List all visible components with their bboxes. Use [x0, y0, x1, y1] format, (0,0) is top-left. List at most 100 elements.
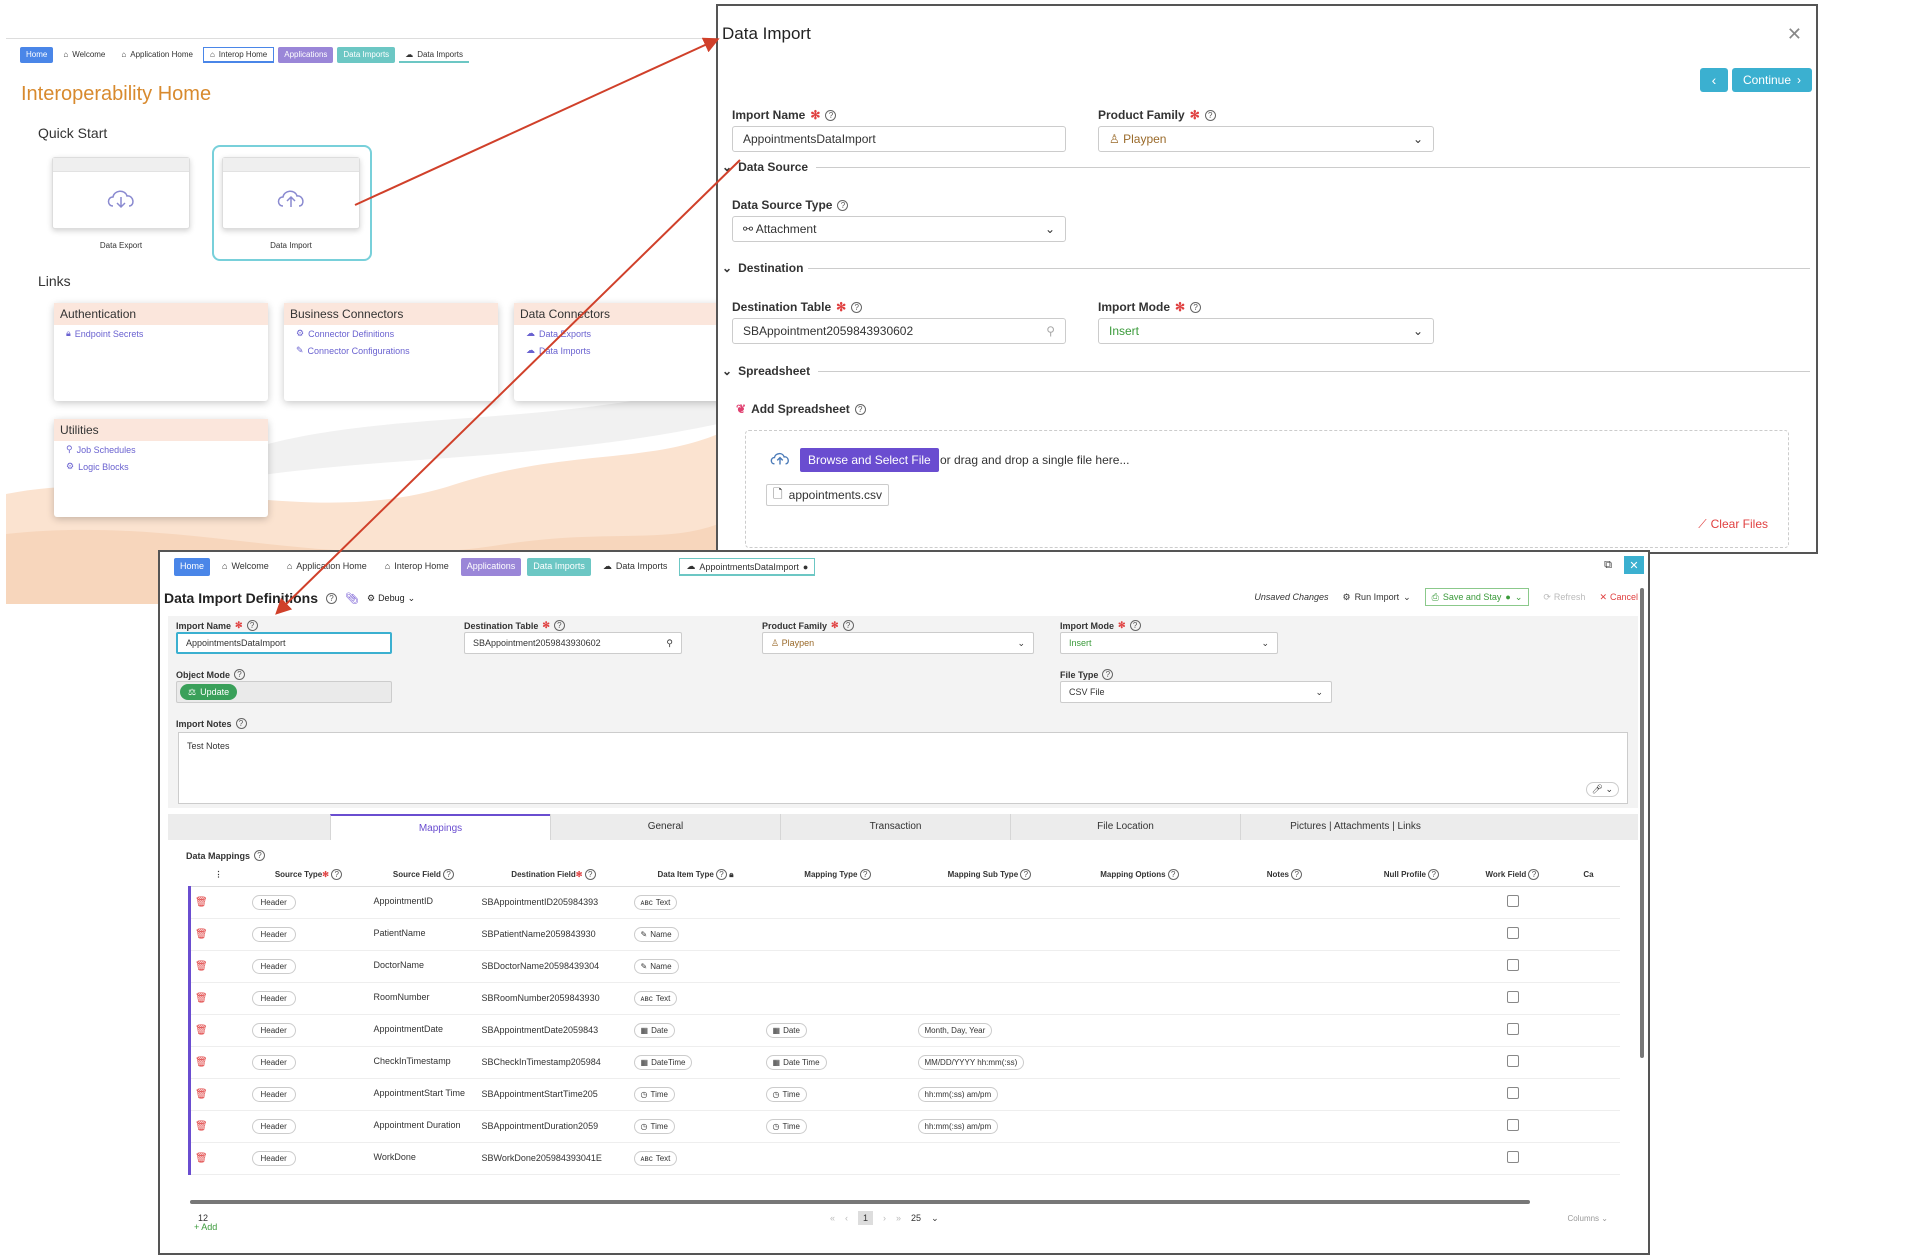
work-field-checkbox[interactable] — [1506, 959, 1519, 971]
source-type-cell[interactable]: Header — [247, 918, 370, 951]
source-field-cell[interactable]: CheckInTimestamp — [369, 1046, 478, 1079]
work-field-cell[interactable] — [1467, 982, 1558, 1015]
tab-applications[interactable]: Applications — [278, 47, 334, 63]
mapping-options-cell[interactable] — [1065, 1078, 1214, 1111]
link-connector-definitions[interactable]: ⚙ Connector Definitions — [284, 325, 498, 342]
trash-icon[interactable]: 🗑︎ — [195, 896, 208, 908]
destination-field-cell[interactable]: SBAppointmentID205984393 — [477, 886, 630, 919]
mapping-options-cell[interactable] — [1065, 886, 1214, 919]
mapping-type-cell[interactable] — [761, 918, 914, 951]
chevron-down-icon[interactable]: ⌄ — [931, 1212, 939, 1223]
import-notes-textarea[interactable]: Test Notes 🎤︎ ⌄ — [178, 732, 1628, 804]
data-item-type-cell[interactable]: ✎ Name — [629, 950, 762, 983]
work-field-cell[interactable] — [1467, 1014, 1558, 1047]
work-field-cell[interactable] — [1467, 1142, 1558, 1175]
tab-welcome[interactable]: ⌂ Welcome — [216, 558, 275, 576]
table-row[interactable]: 🗑︎ Header PatientName SBPatientName20598439… — [188, 918, 1620, 951]
search-icon[interactable]: ⚲ — [1046, 324, 1055, 338]
source-field-cell[interactable]: WorkDone — [369, 1142, 478, 1175]
tab-data-imports-2[interactable]: ☁ Data Imports — [597, 558, 674, 576]
column-header[interactable]: Source Type✻ ? — [247, 864, 370, 887]
notes-cell[interactable] — [1213, 1142, 1356, 1175]
data-item-type-cell[interactable]: ▦ Date — [629, 1014, 762, 1047]
file-type-select[interactable]: CSV File ⌄ — [1060, 681, 1332, 703]
trash-icon[interactable]: 🗑︎ — [195, 1152, 208, 1164]
link-data-imports[interactable]: ☁ Data Imports — [514, 342, 718, 359]
column-header[interactable]: Destination Field✻ ? — [477, 864, 630, 887]
destination-field-cell[interactable]: SBPatientName2059843930 — [477, 918, 630, 951]
data-source-section[interactable]: ⌄ Data Source — [722, 160, 1812, 174]
next-page-icon[interactable]: › — [883, 1213, 887, 1223]
destination-field-cell[interactable]: SBAppointmentStartTime205 — [477, 1078, 630, 1111]
work-field-cell[interactable] — [1467, 1078, 1558, 1111]
mapping-type-cell[interactable]: ◷ Time — [761, 1078, 914, 1111]
trash-icon[interactable]: 🗑︎ — [195, 1056, 208, 1068]
destination-field-cell[interactable]: SBRoomNumber2059843930 — [477, 982, 630, 1015]
mapping-type-cell[interactable]: ▦ Date Time — [761, 1046, 914, 1079]
object-mode-chip[interactable]: ⚖ Update — [180, 684, 238, 700]
tab-applications[interactable]: Applications — [460, 558, 522, 576]
table-row[interactable]: 🗑︎ Header AppointmentID SBAppointmentID2059… — [188, 886, 1620, 919]
tab-home[interactable]: Home — [174, 558, 211, 576]
source-field-cell[interactable]: PatientName — [369, 918, 478, 951]
mapping-type-cell[interactable] — [761, 950, 914, 983]
data-item-type-cell[interactable]: ᴀʙᴄ Text — [629, 1142, 762, 1175]
cancel-button[interactable]: ✕ Cancel — [1599, 592, 1638, 603]
column-header[interactable]: Mapping Type ? — [761, 864, 914, 887]
current-page[interactable]: 1 — [858, 1211, 874, 1225]
trash-icon[interactable]: 🗑︎ — [195, 960, 208, 972]
data-export-card[interactable] — [52, 157, 190, 229]
vertical-scrollbar[interactable] — [1640, 588, 1644, 1058]
work-field-checkbox[interactable] — [1506, 1119, 1519, 1131]
work-field-checkbox[interactable] — [1506, 895, 1519, 907]
tab-interop-home[interactable]: ⌂ Interop Home — [379, 558, 455, 576]
work-field-cell[interactable] — [1467, 1046, 1558, 1079]
source-field-cell[interactable]: AppointmentStart Time — [369, 1078, 478, 1111]
first-page-icon[interactable]: « — [830, 1213, 836, 1223]
mapping-type-cell[interactable]: ▦ Date — [761, 1014, 914, 1047]
browse-button[interactable]: Browse and Select File — [800, 448, 939, 472]
data-item-type-cell[interactable]: ◷ Time — [629, 1078, 762, 1111]
last-page-icon[interactable]: » — [896, 1213, 902, 1223]
source-type-cell[interactable]: Header — [247, 1078, 370, 1111]
source-type-cell[interactable]: Header — [247, 982, 370, 1015]
destination-section[interactable]: ⌄ Destination — [722, 261, 1812, 275]
search-icon[interactable]: ⚲ — [666, 637, 673, 648]
tab-data-imports[interactable]: Data Imports — [337, 47, 396, 63]
tab-interop-home[interactable]: ⌂ Interop Home — [202, 47, 275, 63]
null-profile-cell[interactable] — [1355, 1046, 1468, 1079]
mapping-sub-type-cell[interactable] — [913, 1142, 1066, 1175]
column-header[interactable]: Ca — [1557, 864, 1620, 887]
source-field-cell[interactable]: AppointmentID — [369, 886, 478, 919]
spreadsheet-section[interactable]: ⌄ Spreadsheet — [722, 364, 1812, 378]
data-import-card[interactable] — [222, 157, 360, 229]
mapping-sub-type-cell[interactable]: hh:mm(:ss) am/pm — [913, 1078, 1066, 1111]
null-profile-cell[interactable] — [1355, 886, 1468, 919]
tab-general[interactable]: General — [550, 814, 780, 840]
tab-mappings[interactable]: Mappings — [330, 814, 550, 840]
tab-home[interactable]: Home — [20, 47, 54, 63]
table-row[interactable]: 🗑︎ Header WorkDone SBWorkDone205984393041E ᴀ… — [188, 1142, 1620, 1175]
save-and-stay-button[interactable]: ⎙ Save and Stay ● ⌄ — [1424, 588, 1530, 606]
trash-icon[interactable]: 🗑︎ — [195, 928, 208, 940]
destination-field-cell[interactable]: SBCheckInTimestamp205984 — [477, 1046, 630, 1079]
product-family-select[interactable]: ♙ Playpen ⌄ — [762, 632, 1034, 654]
mapping-sub-type-cell[interactable] — [913, 950, 1066, 983]
column-header[interactable]: Source Field ? — [369, 864, 478, 887]
link-connector-configurations[interactable]: ✎ Connector Configurations — [284, 342, 498, 359]
mapping-type-cell[interactable]: ◷ Time — [761, 1110, 914, 1143]
source-type-cell[interactable]: Header — [247, 1110, 370, 1143]
data-item-type-cell[interactable]: ▦ DateTime — [629, 1046, 762, 1079]
data-item-type-cell[interactable]: ◷ Time — [629, 1110, 762, 1143]
close-icon[interactable]: ✕ — [1786, 24, 1802, 44]
notes-cell[interactable] — [1213, 1046, 1356, 1079]
trash-icon[interactable]: 🗑︎ — [195, 1088, 208, 1100]
mapping-type-cell[interactable] — [761, 1142, 914, 1175]
mapping-sub-type-cell[interactable]: hh:mm(:ss) am/pm — [913, 1110, 1066, 1143]
table-row[interactable]: 🗑︎ Header CheckInTimestamp SBCheckInTimesta… — [188, 1046, 1620, 1079]
tab-welcome[interactable]: ⌂ Welcome — [57, 47, 111, 63]
work-field-checkbox[interactable] — [1506, 991, 1519, 1003]
table-row[interactable]: 🗑︎ Header Appointment Duration SBAppointmen… — [188, 1110, 1620, 1143]
clear-files-button[interactable]: ⟋ Clear Files — [1698, 517, 1768, 532]
page-size[interactable]: 25 — [911, 1213, 922, 1223]
